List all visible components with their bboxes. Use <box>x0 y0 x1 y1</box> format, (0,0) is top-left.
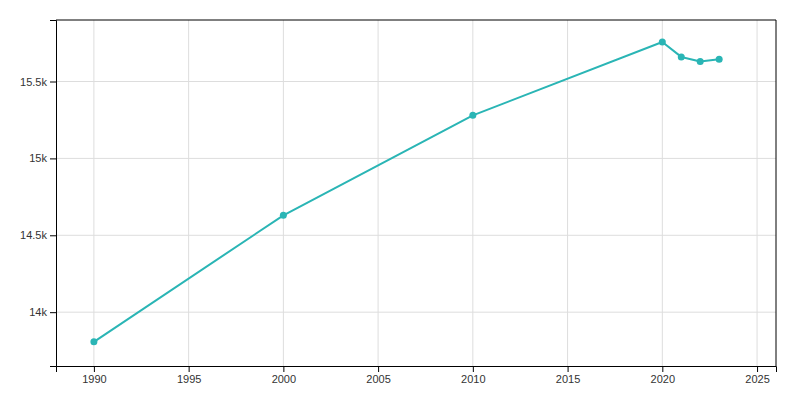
series <box>90 38 722 345</box>
tick-label: 14k <box>29 306 47 318</box>
tick-mark <box>94 366 95 372</box>
axis-line <box>57 367 777 373</box>
plot-area: 1990 1995 2000 2005 2010 2015 2020 2025 14k 14.5k… <box>20 20 776 385</box>
grid-line <box>56 81 776 82</box>
grid-line <box>188 20 189 366</box>
tick-label: 2005 <box>366 373 390 385</box>
grid-line <box>93 20 94 366</box>
point <box>469 112 476 119</box>
tick-mark <box>568 366 569 372</box>
frame-line <box>56 20 776 21</box>
tick-label: 2025 <box>745 373 769 385</box>
point <box>716 56 723 63</box>
point <box>90 338 97 345</box>
point <box>678 53 685 60</box>
axis-line <box>50 21 57 367</box>
grid-line <box>56 158 776 159</box>
tick-label: 1995 <box>177 373 201 385</box>
grid-line <box>757 20 758 366</box>
tick: 15.5k <box>20 76 56 88</box>
grid-line <box>56 312 776 313</box>
point <box>659 38 666 45</box>
grid-line <box>378 20 379 366</box>
tick: 2015 <box>556 366 580 385</box>
tick-mark <box>50 235 56 236</box>
tick-mark <box>283 366 284 372</box>
tick: 2000 <box>272 366 296 385</box>
tick: 1995 <box>177 366 201 385</box>
tick: 2020 <box>651 366 675 385</box>
tick-label: 2000 <box>272 373 296 385</box>
grid <box>56 20 776 366</box>
line <box>94 42 719 342</box>
tick-mark <box>473 366 474 372</box>
y-axis: 14k 14.5k 15k 15.5k <box>20 21 56 367</box>
tick: 14.5k <box>20 229 56 241</box>
tick: 2025 <box>745 366 769 385</box>
tick-mark <box>662 366 663 372</box>
tick-label: 1990 <box>82 373 106 385</box>
grid-line <box>567 20 568 366</box>
tick-label: 2015 <box>556 373 580 385</box>
tick-mark <box>757 366 758 372</box>
tick-label: 2010 <box>461 373 485 385</box>
grid-line <box>283 20 284 366</box>
tick-label: 15k <box>29 152 47 164</box>
tick: 2010 <box>461 366 485 385</box>
tick-label: 2020 <box>651 373 675 385</box>
tick-label: 14.5k <box>20 229 47 241</box>
frame-line <box>776 20 777 366</box>
tick: 14k <box>29 306 56 318</box>
grid-line <box>662 20 663 366</box>
grid-line <box>56 235 776 236</box>
tick-mark <box>50 82 56 83</box>
tick-mark <box>50 158 56 159</box>
point <box>697 58 704 65</box>
point <box>280 212 287 219</box>
tick-mark <box>50 312 56 313</box>
x-axis: 1990 1995 2000 2005 2010 2015 2020 2025 <box>57 366 777 385</box>
tick-mark <box>378 366 379 372</box>
tick: 15k <box>29 152 56 164</box>
grid-line <box>472 20 473 366</box>
tick: 2005 <box>366 366 390 385</box>
tick-mark <box>189 366 190 372</box>
tick: 1990 <box>82 366 106 385</box>
chart: 1990 1995 2000 2005 2010 2015 2020 2025 14k 14.5k… <box>0 0 800 400</box>
tick-label: 15.5k <box>20 76 47 88</box>
